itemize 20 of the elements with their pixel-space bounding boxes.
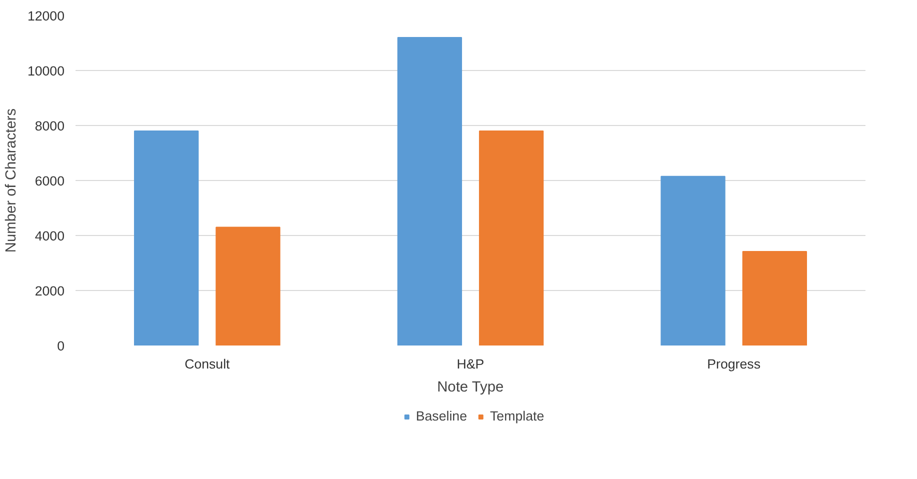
x-tick-label: H&P <box>456 356 484 372</box>
bar <box>478 130 544 346</box>
legend-label: Template <box>490 408 544 424</box>
bar <box>397 37 462 346</box>
y-axis-title: Number of Characters <box>3 108 20 253</box>
bar <box>134 130 199 346</box>
bar <box>216 226 280 346</box>
y-tick-label: 4000 <box>34 228 65 244</box>
y-tick-label: 6000 <box>34 174 65 188</box>
x-tick-label: Consult <box>184 356 230 372</box>
y-tick-label: 2000 <box>34 284 65 298</box>
x-axis-title: Note Type <box>437 380 504 396</box>
y-tick-label: 8000 <box>34 118 65 134</box>
bar <box>660 176 726 346</box>
y-tick-label: 12000 <box>27 8 64 24</box>
y-tick-label: 10000 <box>27 64 64 78</box>
x-tick-label: Progress <box>707 356 761 372</box>
y-tick-label: 0 <box>57 338 65 354</box>
legend-label: Baseline <box>416 408 468 424</box>
bar <box>742 250 807 346</box>
